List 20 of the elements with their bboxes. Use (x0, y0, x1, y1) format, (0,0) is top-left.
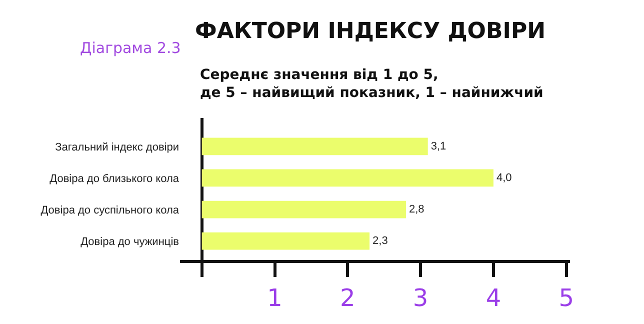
text: Діаграма 2.3 (80, 39, 181, 57)
bar (202, 169, 494, 187)
y-tick-label: Довіра до суспільного кола (40, 204, 180, 216)
x-tick-label: 1 (267, 284, 282, 312)
y-tick-label: Довіра до чужинців (80, 236, 180, 248)
y-tick-label: Довіра до близького кола (50, 172, 180, 185)
data-label: 2,8 (408, 204, 424, 216)
data-label: 3,1 (430, 140, 446, 152)
bar (202, 200, 406, 218)
chart-title: ФАКТОРИ ІНДЕКСУ ДОВІРИ (195, 19, 546, 44)
data-label: 2,3 (372, 235, 388, 248)
x-tick-label: 4 (486, 284, 502, 312)
x-tick-label: 3 (412, 284, 428, 312)
x-tick-label: 2 (340, 284, 356, 312)
bar (202, 232, 370, 250)
y-tick-label: Загальний індекс довіри (55, 141, 179, 154)
x-tick-label: 5 (558, 284, 574, 312)
chart-subtitle: Середнє значення від 1 до 5, де 5 – найвищий показник, 1 – найнижчий (200, 67, 544, 102)
data-label: 4,0 (496, 172, 512, 184)
bar (202, 138, 428, 156)
